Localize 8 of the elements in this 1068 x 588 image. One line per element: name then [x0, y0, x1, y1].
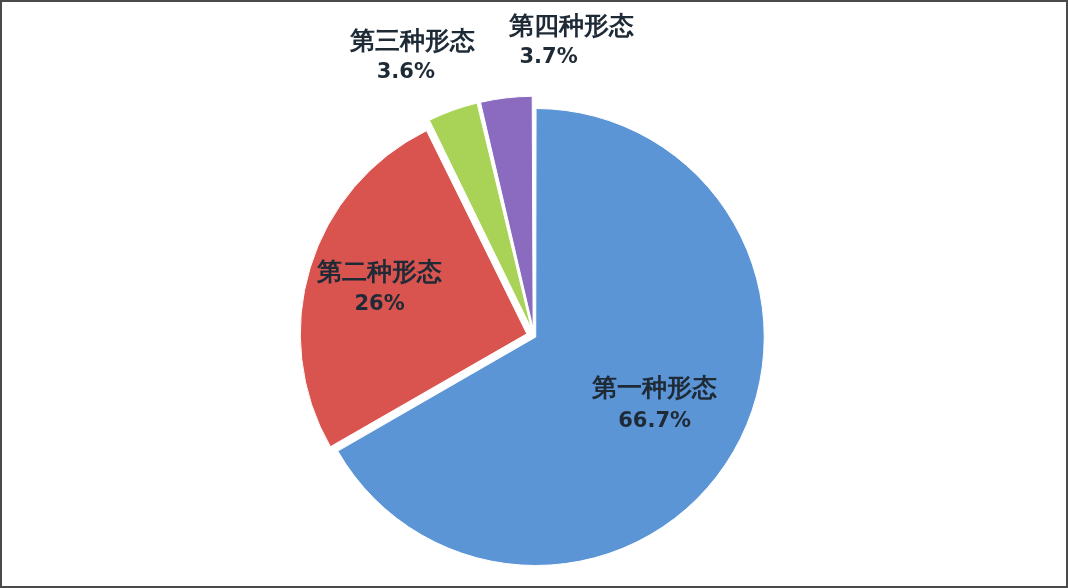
- slice-label: 第三种形态: [348, 25, 475, 55]
- data-label: 3.7%: [519, 43, 578, 68]
- slice-label: 第二种形态: [316, 256, 443, 286]
- data-label: 66.7%: [618, 408, 692, 433]
- data-label: 26%: [354, 291, 405, 316]
- data-label: 3.6%: [376, 58, 435, 83]
- slice-label: 第四种形态: [508, 10, 635, 40]
- slice-label: 第一种形态: [591, 373, 718, 403]
